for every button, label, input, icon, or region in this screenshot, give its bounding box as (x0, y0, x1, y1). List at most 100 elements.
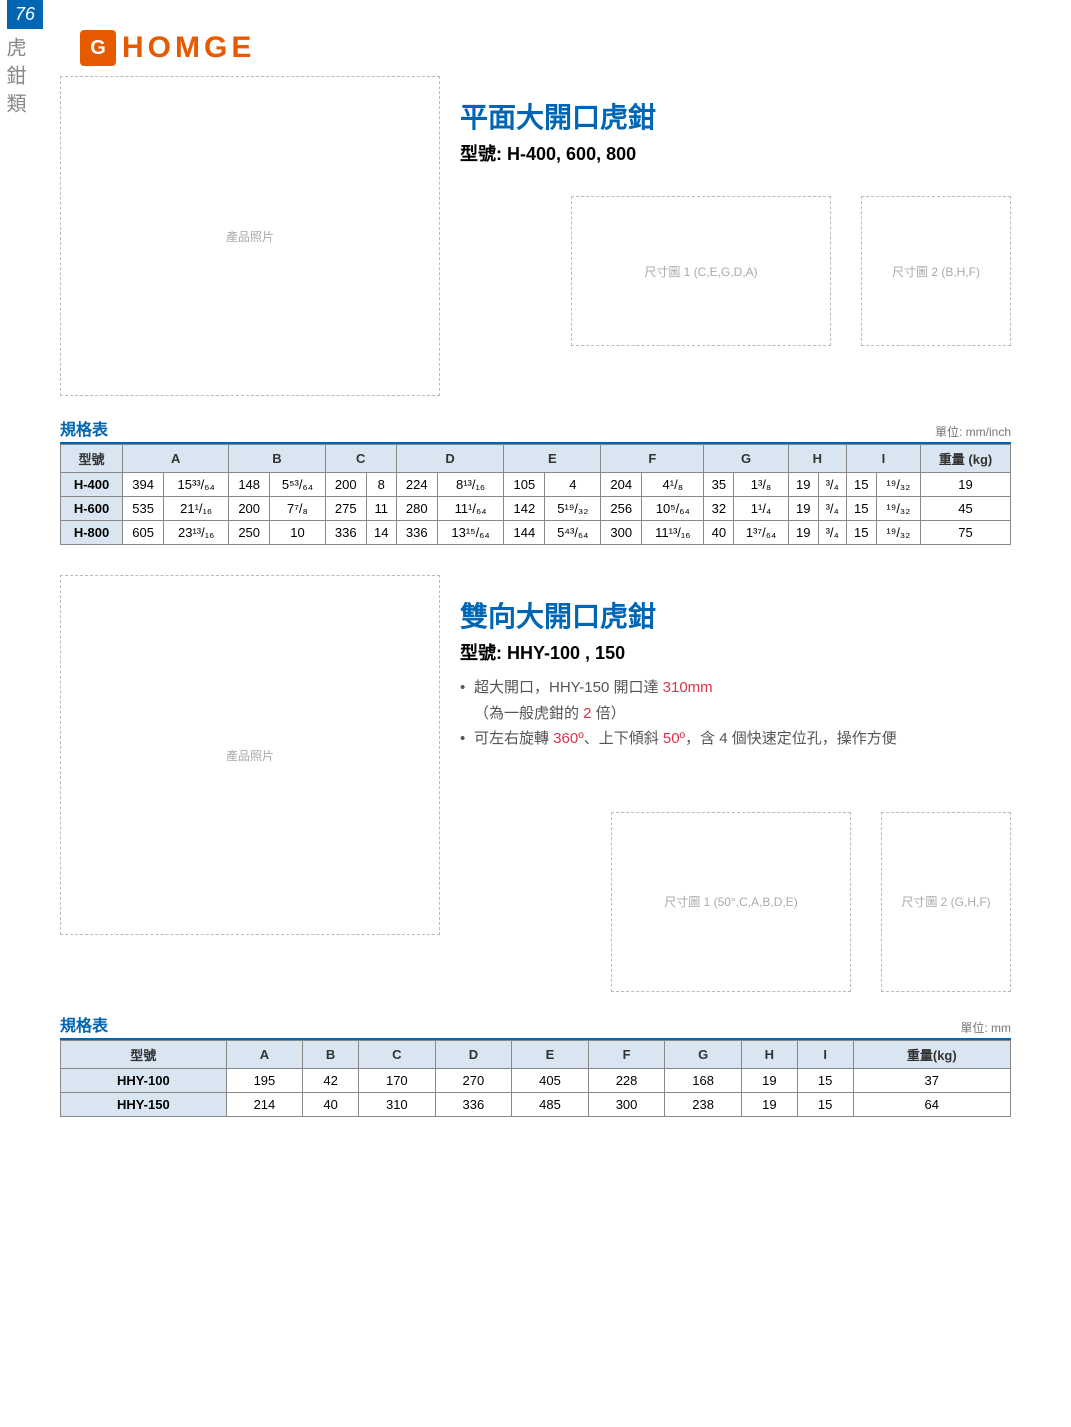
category-label: 虎鉗類 (0, 37, 29, 121)
data-cell: 10⁵/₆₄ (642, 497, 704, 521)
product1-model-line: 型號: H-400, 600, 800 (460, 140, 1011, 166)
data-cell: 15 (846, 521, 876, 545)
data-cell: 19 (741, 1092, 797, 1116)
data-cell: 15³³/₆₄ (164, 473, 229, 497)
data-cell: 275 (325, 497, 366, 521)
product1-spec-block: 規格表 單位: mm/inch 型號ABCDEFGHI重量 (kg) H-400… (60, 416, 1011, 545)
data-cell: 40 (704, 521, 734, 545)
col-header: 型號 (61, 445, 123, 473)
data-cell: 204 (601, 473, 642, 497)
product1-spec-table: 型號ABCDEFGHI重量 (kg) H-40039415³³/₆₄1485⁵³… (60, 444, 1011, 545)
data-cell: 336 (435, 1092, 512, 1116)
data-cell: 5¹⁹/₃₂ (545, 497, 601, 521)
data-cell: 405 (512, 1068, 589, 1092)
data-cell: 5⁵³/₆₄ (270, 473, 326, 497)
col-header: G (665, 1040, 742, 1068)
data-cell: 214 (226, 1092, 303, 1116)
weight-cell: 19 (921, 473, 1011, 497)
spec-title: 規格表 (60, 1012, 108, 1036)
col-header: D (435, 1040, 512, 1068)
data-cell: 394 (123, 473, 164, 497)
data-cell: 250 (229, 521, 270, 545)
col-header: D (396, 445, 504, 473)
col-header: A (123, 445, 229, 473)
col-header: B (229, 445, 326, 473)
col-header: I (846, 445, 920, 473)
data-cell: 11¹/₆₄ (437, 497, 504, 521)
data-cell: 7⁷/₈ (270, 497, 326, 521)
data-cell: ¹⁹/₃₂ (876, 473, 920, 497)
table-row: HHY-15021440310336485300238191564 (61, 1092, 1011, 1116)
weight-cell: 45 (921, 497, 1011, 521)
data-cell: 144 (504, 521, 545, 545)
col-header: E (504, 445, 601, 473)
col-header: G (704, 445, 788, 473)
data-cell: 256 (601, 497, 642, 521)
data-cell: 40 (303, 1092, 359, 1116)
data-cell: 11¹³/₁₆ (642, 521, 704, 545)
model-cell: H-800 (61, 521, 123, 545)
data-cell: 8 (366, 473, 396, 497)
bullet-item: 超大開口，HHY-150 開口達 310mm（為一般虎鉗的 2 倍） (460, 675, 1011, 726)
data-cell: 19 (741, 1068, 797, 1092)
product2-model-line: 型號: HHY-100 , 150 (460, 639, 1011, 665)
data-cell: ³/₄ (818, 473, 846, 497)
data-cell: ³/₄ (818, 497, 846, 521)
data-cell: 15 (797, 1092, 853, 1116)
data-cell: 37 (853, 1068, 1010, 1092)
data-cell: 64 (853, 1092, 1010, 1116)
data-cell: 270 (435, 1068, 512, 1092)
data-cell: 228 (588, 1068, 665, 1092)
data-cell: ¹⁹/₃₂ (876, 521, 920, 545)
data-cell: ¹⁹/₃₂ (876, 497, 920, 521)
data-cell: 4 (545, 473, 601, 497)
spec-unit: 單位: mm/inch (935, 423, 1011, 440)
spec-header-row: 規格表 單位: mm (60, 1012, 1011, 1040)
brand-logo: G HOMGE (80, 30, 1011, 66)
col-header: 型號 (61, 1040, 227, 1068)
data-cell: 32 (704, 497, 734, 521)
col-header: H (741, 1040, 797, 1068)
catalog-page: 76 虎鉗類 G HOMGE 產品照片 平面大開口虎鉗 型號: H-400, 6… (0, 0, 1071, 1157)
table-row: HHY-10019542170270405228168191537 (61, 1068, 1011, 1092)
model-cell: HHY-150 (61, 1092, 227, 1116)
data-cell: 19 (788, 497, 818, 521)
data-cell: 535 (123, 497, 164, 521)
data-cell: 168 (665, 1068, 742, 1092)
model-label: 型號: (460, 643, 502, 663)
table-header-row: 型號ABCDEFGHI重量 (kg) (61, 445, 1011, 473)
product1-diagram-side: 尺寸圖 1 (C,E,G,D,A) (571, 196, 831, 346)
product1-info: 平面大開口虎鉗 型號: H-400, 600, 800 尺寸圖 1 (C,E,G… (460, 76, 1011, 396)
data-cell: 148 (229, 473, 270, 497)
table-header-row: 型號ABCDEFGHI重量(kg) (61, 1040, 1011, 1068)
data-cell: 1¹/₄ (734, 497, 788, 521)
product1-diagrams: 尺寸圖 1 (C,E,G,D,A) 尺寸圖 2 (B,H,F) (460, 196, 1011, 346)
data-cell: 336 (396, 521, 437, 545)
product1-section: 產品照片 平面大開口虎鉗 型號: H-400, 600, 800 尺寸圖 1 (… (60, 76, 1011, 396)
spec-header-row: 規格表 單位: mm/inch (60, 416, 1011, 444)
data-cell: 238 (665, 1092, 742, 1116)
col-header: C (359, 1040, 436, 1068)
table-row: H-60053521¹/₁₆2007⁷/₈2751128011¹/₆₄1425¹… (61, 497, 1011, 521)
data-cell: 300 (588, 1092, 665, 1116)
page-number: 76 (7, 0, 43, 29)
page-tab: 76 虎鉗類 (0, 0, 50, 121)
data-cell: 8¹³/₁₆ (437, 473, 504, 497)
model-cell: HHY-100 (61, 1068, 227, 1092)
col-header: B (303, 1040, 359, 1068)
product2-info: 雙向大開口虎鉗 型號: HHY-100 , 150 超大開口，HHY-150 開… (460, 575, 1011, 992)
col-header: A (226, 1040, 303, 1068)
logo-text: HOMGE (122, 31, 255, 65)
product2-spec-table: 型號ABCDEFGHI重量(kg) HHY-100195421702704052… (60, 1040, 1011, 1117)
model-cell: H-400 (61, 473, 123, 497)
data-cell: 280 (396, 497, 437, 521)
data-cell: 4¹/₈ (642, 473, 704, 497)
data-cell: 5⁴³/₆₄ (545, 521, 601, 545)
data-cell: 35 (704, 473, 734, 497)
product2-title: 雙向大開口虎鉗 (460, 595, 1011, 635)
model-values: HHY-100 , 150 (507, 643, 625, 663)
product2-section: 產品照片 雙向大開口虎鉗 型號: HHY-100 , 150 超大開口，HHY-… (60, 575, 1011, 992)
logo-icon: G (80, 30, 116, 66)
col-header: H (788, 445, 846, 473)
data-cell: 19 (788, 521, 818, 545)
